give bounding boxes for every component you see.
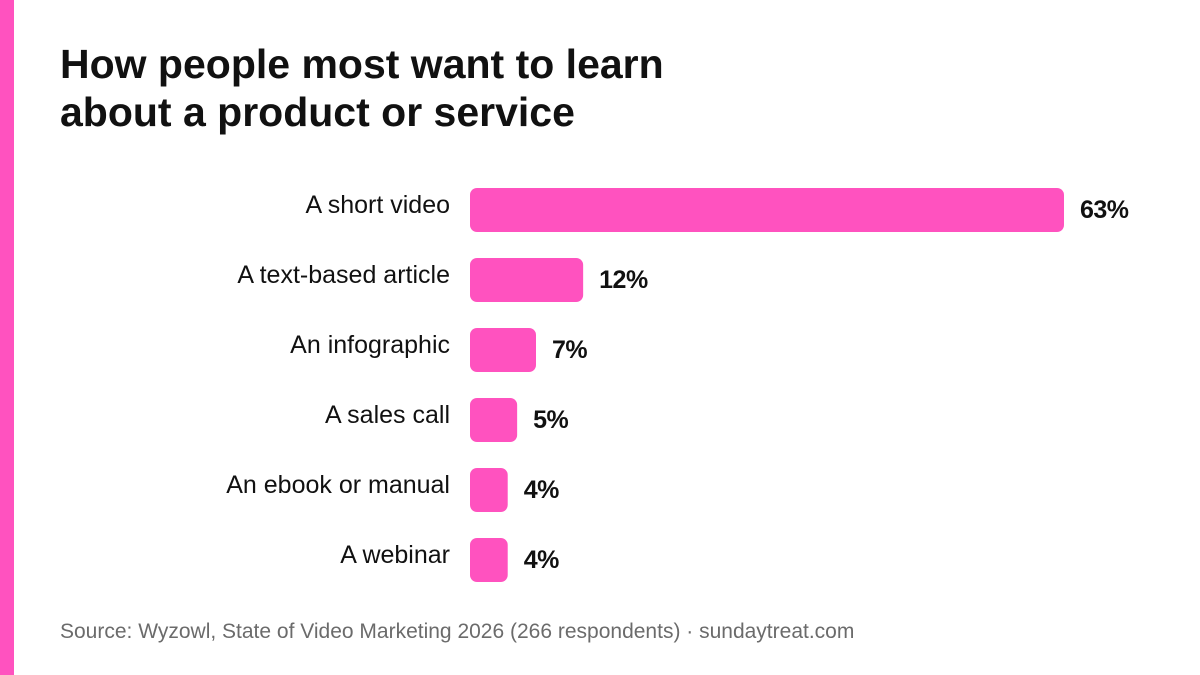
value-label: 12% [599,266,648,294]
accent-bar [0,0,14,675]
chart-title-line-2: about a product or service [60,89,575,135]
category-label: A short video [305,191,450,219]
bar-an-infographic [470,328,536,372]
category-label: An infographic [290,331,450,359]
value-label: 4% [524,476,559,504]
category-label: A webinar [340,541,450,569]
bar-a-sales-call [470,398,518,442]
category-label: A sales call [325,401,450,429]
bar-a-text-based-article [470,258,584,302]
value-label: 7% [552,336,587,364]
value-label: 5% [533,406,568,434]
value-label: 63% [1080,196,1129,224]
bar-a-webinar [470,538,508,582]
bar-a-short-video [470,188,1064,232]
value-label: 4% [524,546,559,574]
chart-title: How people most want to learn about a pr… [60,40,760,136]
chart-title-line-1: How people most want to learn [60,41,664,87]
source-note: Source: Wyzowl, State of Video Marketing… [60,620,855,643]
category-label: A text-based article [237,261,450,289]
category-label: An ebook or manual [226,471,450,499]
bar-an-ebook-or-manual [470,468,508,512]
